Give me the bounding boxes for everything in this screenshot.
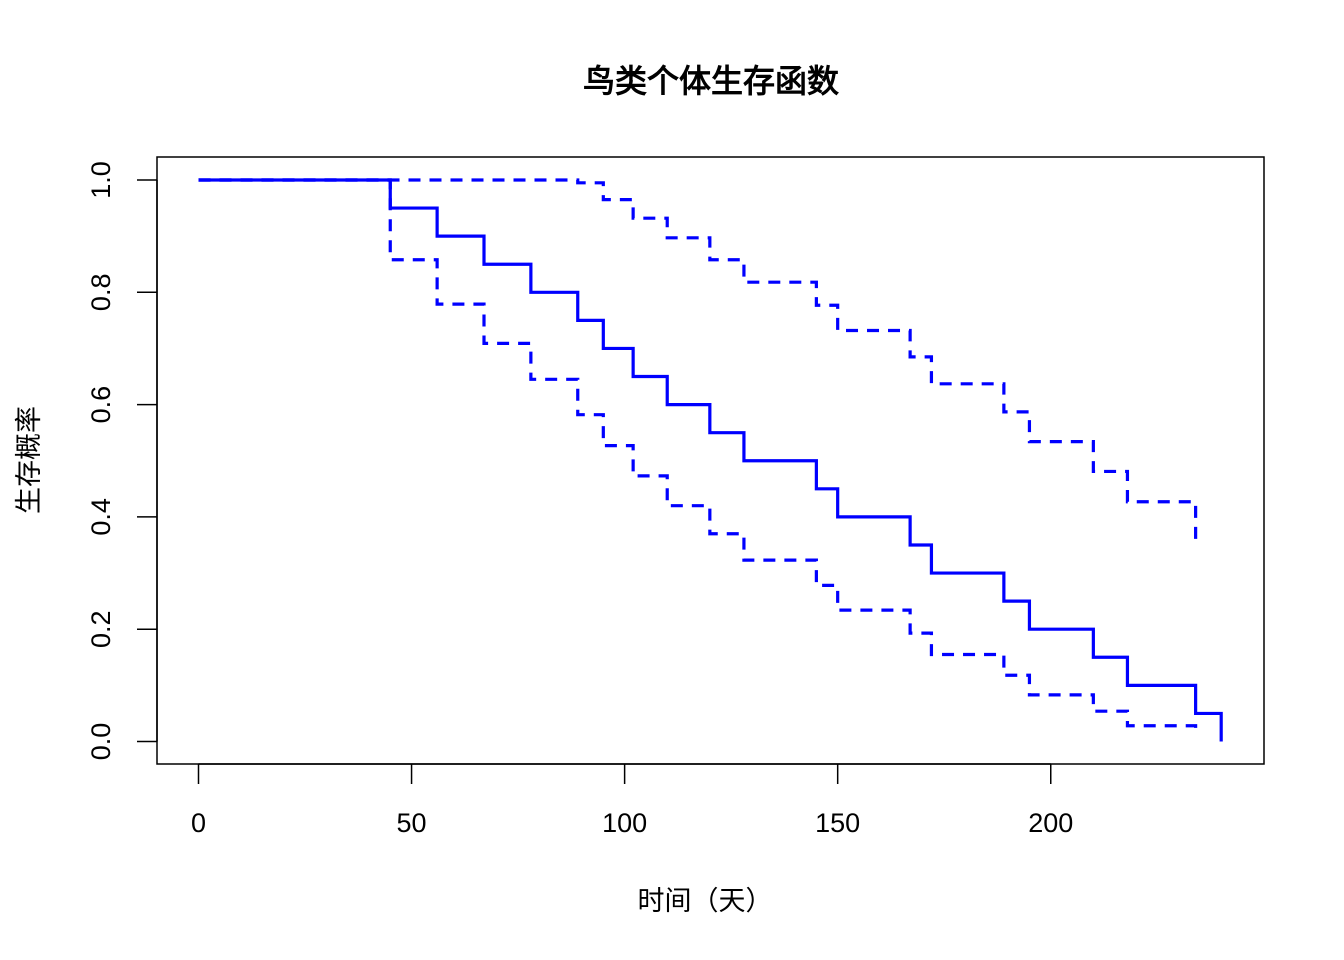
plot-frame — [156, 156, 1265, 765]
y-tick-label: 0.8 — [86, 274, 116, 312]
series-layer — [198, 178, 1223, 742]
x-axis: 0 50 100 150 200 — [191, 763, 1073, 838]
chart-title: 鸟类个体生存函数 — [583, 62, 840, 100]
y-axis: 0.0 0.2 0.4 0.6 0.8 1.0 — [86, 161, 158, 761]
x-tick-label: 200 — [1028, 808, 1073, 838]
y-tick-label: 0.4 — [86, 498, 116, 536]
x-tick-label: 100 — [602, 808, 647, 838]
x-tick-label: 50 — [397, 808, 427, 838]
x-tick-label: 0 — [191, 808, 206, 838]
x-tick-label: 150 — [815, 808, 860, 838]
y-tick-label: 1.0 — [86, 161, 116, 199]
y-tick-label: 0.0 — [86, 723, 116, 761]
confidence-band-line — [198, 178, 1198, 543]
survival-step-line — [198, 178, 1223, 742]
y-axis-label: 生存概率 — [14, 406, 45, 514]
y-tick-label: 0.6 — [86, 386, 116, 424]
confidence-band-line — [198, 178, 1198, 732]
x-axis-label: 时间（天） — [638, 886, 773, 917]
y-tick-label: 0.2 — [86, 610, 116, 648]
